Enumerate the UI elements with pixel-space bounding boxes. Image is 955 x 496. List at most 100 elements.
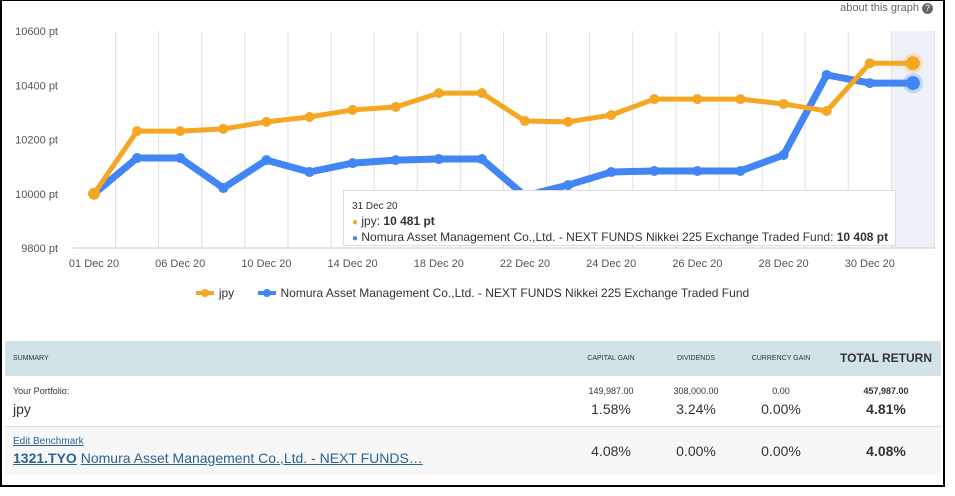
y-tick-label: 10000 pt bbox=[15, 189, 58, 201]
y-tick-label: 10200 pt bbox=[15, 135, 58, 147]
performance-panel: 10600 pt 10400 pt 10200 pt 10000 pt 9800 pt 0… bbox=[0, 0, 945, 487]
data-point bbox=[864, 78, 875, 89]
data-point bbox=[347, 104, 358, 115]
x-tick-label: 26 Dec 20 bbox=[672, 258, 722, 270]
x-tick-label: 01 Dec 20 bbox=[69, 258, 119, 270]
header-currency-gain: Currency Gain bbox=[751, 354, 811, 362]
data-point bbox=[132, 152, 143, 163]
currency-gain-pct: 0.00% bbox=[761, 400, 801, 417]
benchmark-dot-icon: ● bbox=[352, 233, 359, 244]
capital-gain-value: 149,987.00 bbox=[588, 385, 634, 396]
benchmark-total-pct: 4.08% bbox=[866, 443, 906, 459]
header-dividends: Dividends bbox=[676, 354, 716, 362]
data-point bbox=[864, 58, 875, 69]
help-icon: ? bbox=[922, 3, 933, 14]
currency-gain-value: 0.00 bbox=[772, 385, 790, 396]
data-point bbox=[649, 165, 660, 176]
dividends-value: 308,000.00 bbox=[673, 385, 719, 396]
data-point bbox=[606, 110, 617, 121]
tooltip-label: jpy bbox=[361, 214, 377, 228]
data-point bbox=[649, 94, 660, 105]
chart-tooltip: 31 Dec 20 ● jpy: 10 481 pt ● Nomura Asse… bbox=[343, 190, 896, 246]
data-point bbox=[563, 180, 574, 191]
y-tick-label: 10600 pt bbox=[15, 26, 58, 38]
benchmark-row: Edit Benchmark 1321.TYO Nomura Asset Mana… bbox=[5, 427, 941, 475]
data-point bbox=[261, 155, 272, 166]
header-capital-gain: Capital Gain bbox=[587, 354, 635, 362]
tooltip-row: ● jpy: 10 481 pt bbox=[352, 214, 435, 228]
data-point bbox=[905, 76, 920, 91]
y-tick-label: 9800 pt bbox=[21, 243, 58, 255]
data-point bbox=[175, 126, 186, 137]
legend-item-benchmark[interactable]: Nomura Asset Management Co.,Ltd. - NEXT … bbox=[257, 286, 750, 300]
summary-header: Summary Capital Gain Dividends Currency … bbox=[5, 341, 941, 376]
data-point bbox=[218, 123, 229, 134]
header-total-return: Total Return bbox=[840, 351, 932, 365]
tooltip-row: ● Nomura Asset Management Co.,Ltd. - NEX… bbox=[352, 230, 889, 244]
x-tick-label: 10 Dec 20 bbox=[241, 258, 291, 270]
data-point bbox=[476, 88, 487, 99]
tooltip-value: 10 408 pt bbox=[836, 230, 889, 244]
legend-label: jpy bbox=[218, 286, 235, 300]
benchmark-ticker-link[interactable]: 1321.TYO bbox=[13, 450, 77, 466]
data-point bbox=[347, 158, 358, 169]
total-value: 457,987.00 bbox=[863, 385, 909, 396]
data-point bbox=[520, 116, 530, 127]
capital-gain-pct: 1.58% bbox=[591, 400, 631, 417]
dividends-pct: 3.24% bbox=[676, 400, 716, 417]
data-point bbox=[433, 154, 444, 165]
about-graph-text: about this graph bbox=[840, 2, 919, 14]
data-point bbox=[692, 165, 703, 176]
x-tick-label: 24 Dec 20 bbox=[586, 258, 636, 270]
data-point bbox=[778, 98, 789, 109]
x-tick-label: 18 Dec 20 bbox=[414, 258, 464, 270]
total-pct: 4.81% bbox=[866, 400, 906, 417]
portfolio-name: jpy bbox=[13, 400, 31, 417]
data-point bbox=[433, 88, 444, 99]
jpy-dot-icon: ● bbox=[352, 217, 359, 228]
data-point bbox=[390, 101, 401, 112]
legend-jpy-icon bbox=[195, 289, 214, 297]
data-point bbox=[261, 116, 272, 127]
tooltip-value: 10 481 pt bbox=[383, 214, 435, 228]
data-point bbox=[304, 167, 315, 178]
data-point bbox=[778, 149, 789, 160]
data-point bbox=[304, 111, 315, 122]
line-chart: 10600 pt 10400 pt 10200 pt 10000 pt 9800 pt 0… bbox=[15, 26, 935, 270]
tooltip-label: Nomura Asset Management Co.,Ltd. - NEXT … bbox=[361, 230, 831, 244]
header-summary: Summary bbox=[13, 354, 49, 362]
legend-label: Nomura Asset Management Co.,Ltd. - NEXT … bbox=[280, 286, 750, 300]
x-tick-label: 30 Dec 20 bbox=[845, 258, 895, 270]
y-tick-label: 10400 pt bbox=[15, 80, 58, 92]
x-tick-label: 22 Dec 20 bbox=[500, 258, 550, 270]
data-point bbox=[476, 154, 487, 165]
summary-table: Summary Capital Gain Dividends Currency … bbox=[5, 341, 941, 475]
series-line-jpy bbox=[91, 60, 913, 196]
edit-benchmark-link[interactable]: Edit Benchmark bbox=[13, 436, 84, 447]
series-line-benchmark bbox=[91, 71, 913, 200]
x-tick-label: 14 Dec 20 bbox=[328, 258, 378, 270]
benchmark-currency-gain-pct: 0.00% bbox=[761, 443, 801, 459]
data-point bbox=[692, 94, 703, 105]
data-point bbox=[735, 165, 746, 176]
data-point bbox=[218, 183, 229, 194]
legend-benchmark-icon bbox=[257, 289, 276, 297]
benchmark-name-link[interactable]: Nomura Asset Management Co.,Ltd. - NEXT … bbox=[80, 450, 423, 466]
tooltip-date: 31 Dec 20 bbox=[352, 201, 398, 212]
data-point bbox=[905, 56, 920, 71]
data-point bbox=[390, 155, 401, 166]
benchmark-capital-gain-pct: 4.08% bbox=[591, 443, 631, 459]
x-tick-label: 06 Dec 20 bbox=[155, 258, 205, 270]
data-point bbox=[735, 94, 746, 105]
data-point bbox=[821, 106, 832, 117]
data-point bbox=[606, 167, 617, 178]
chart-legend: jpy Nomura Asset Management Co.,Ltd. - N… bbox=[2, 286, 943, 301]
data-point bbox=[132, 126, 143, 137]
portfolio-row: Your Portfolio: jpy 149,987.00 1.58% 308,0… bbox=[5, 376, 941, 427]
data-point bbox=[175, 152, 186, 163]
data-point bbox=[88, 187, 100, 200]
legend-item-jpy[interactable]: jpy bbox=[195, 286, 235, 300]
about-graph-link[interactable]: about this graph? bbox=[840, 2, 933, 15]
data-point bbox=[821, 69, 832, 80]
x-tick-label: 28 Dec 20 bbox=[759, 258, 809, 270]
